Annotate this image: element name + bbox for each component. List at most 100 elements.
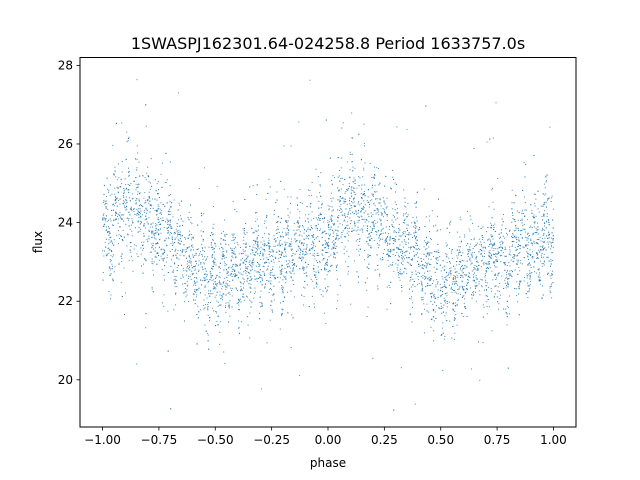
data-point [219,271,221,273]
data-point [452,281,454,283]
data-point [331,192,333,194]
data-point [281,235,283,237]
data-point [433,310,435,312]
data-point [156,229,158,231]
data-point [446,261,448,263]
data-point [501,229,503,231]
data-point [530,204,532,206]
data-point [287,234,289,236]
data-point [246,258,248,260]
data-point [254,275,256,277]
data-point [118,163,120,165]
data-point [341,127,343,129]
data-point [250,279,252,281]
data-point [121,122,123,124]
data-point [110,294,112,296]
data-point [454,332,456,334]
data-point [330,228,332,230]
data-point [537,253,539,255]
data-point [123,314,125,316]
data-point [476,260,478,262]
data-point [493,254,495,256]
data-point [396,252,398,254]
data-point [285,277,287,279]
data-point [160,255,162,257]
data-point [242,239,244,241]
data-point [494,244,496,246]
data-point [463,302,465,304]
data-point [121,238,123,240]
data-point [390,248,392,250]
data-point [172,255,174,257]
data-point [346,250,348,252]
data-point [495,259,497,261]
data-point [466,288,468,290]
data-point [527,297,529,299]
data-point [534,222,536,224]
data-point [511,202,513,204]
data-point [136,186,138,188]
data-point [140,216,142,218]
data-point [530,267,532,268]
data-point [531,255,533,257]
data-point [110,274,112,276]
data-point [144,177,146,179]
data-point [446,287,447,289]
data-point [490,227,492,229]
data-point [211,239,213,241]
data-point [115,122,117,124]
data-point [239,289,241,291]
data-point [452,283,454,285]
data-point [213,279,215,281]
data-point [279,256,281,258]
data-point [161,248,163,250]
data-point [552,235,554,237]
data-point [473,237,475,239]
data-point [301,256,303,258]
data-point [510,274,512,276]
data-point [147,175,149,177]
data-point [157,208,159,210]
data-point [414,403,416,405]
data-point [394,231,396,233]
data-point [186,260,188,262]
data-point [317,262,318,264]
data-point [262,236,264,238]
data-point [444,315,446,317]
data-point [470,260,472,262]
data-point [450,288,452,290]
data-point [148,229,150,231]
data-point [135,183,137,185]
data-point [139,230,141,232]
data-point [334,177,336,179]
data-point [426,242,428,244]
data-point [148,196,150,198]
data-point [140,210,142,212]
data-point [311,211,313,213]
data-point [249,286,251,288]
data-point [339,199,341,201]
data-point [287,263,289,265]
data-point [535,272,537,274]
data-point [461,275,463,277]
data-point [263,266,265,268]
data-point [494,254,496,256]
data-point [213,260,215,262]
data-point [176,286,178,288]
data-point [184,282,186,284]
data-point [538,274,540,276]
data-point [323,217,325,219]
data-point [290,196,292,198]
data-point [361,198,363,200]
data-point [268,246,270,248]
data-point [404,201,406,203]
data-point [378,237,380,239]
data-point [232,273,234,275]
data-point [115,197,117,199]
data-point [186,267,188,269]
data-point [518,259,520,261]
data-point [182,276,184,278]
data-point [256,238,258,240]
data-point [403,252,405,254]
data-point [151,230,153,232]
